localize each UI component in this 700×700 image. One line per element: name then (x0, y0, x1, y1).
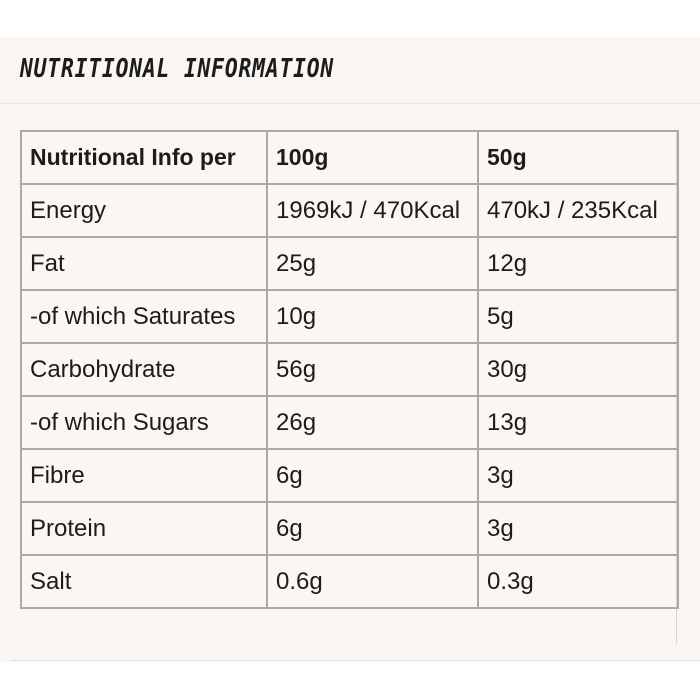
value-per-100g: 6g (266, 448, 479, 503)
table-row: Energy 1969kJ / 470Kcal 470kJ / 235Kcal (20, 183, 679, 238)
table-row: Fat 25g 12g (20, 236, 679, 291)
value-per-50g: 13g (477, 395, 679, 450)
value-per-50g: 3g (477, 448, 679, 503)
nutrient-name: -of which Sugars (20, 395, 268, 450)
nutrient-name: Energy (20, 183, 268, 238)
nutrient-name: Carbohydrate (20, 342, 268, 397)
value-per-100g: 0.6g (266, 554, 479, 609)
header-cell-label: Nutritional Info per (20, 130, 268, 185)
value-per-50g: 470kJ / 235Kcal (477, 183, 679, 238)
table-row: Fibre 6g 3g (20, 448, 679, 503)
bottom-divider (10, 660, 700, 661)
nutrient-name: Fibre (20, 448, 268, 503)
value-per-100g: 56g (266, 342, 479, 397)
table-row: Protein 6g 3g (20, 501, 679, 556)
value-per-100g: 6g (266, 501, 479, 556)
value-per-50g: 3g (477, 501, 679, 556)
heading-divider (0, 103, 700, 104)
table-header-row: Nutritional Info per 100g 50g (20, 130, 679, 185)
nutrition-table: Nutritional Info per 100g 50g Energy 196… (20, 130, 679, 609)
section-heading: NUTRITIONAL INFORMATION (20, 54, 335, 84)
table-row: Salt 0.6g 0.3g (20, 554, 679, 609)
value-per-100g: 10g (266, 289, 479, 344)
value-per-50g: 12g (477, 236, 679, 291)
value-per-100g: 25g (266, 236, 479, 291)
value-per-100g: 26g (266, 395, 479, 450)
table-row: Carbohydrate 56g 30g (20, 342, 679, 397)
value-per-50g: 30g (477, 342, 679, 397)
table-row: -of which Saturates 10g 5g (20, 289, 679, 344)
nutrient-name: Fat (20, 236, 268, 291)
nutrient-name: Salt (20, 554, 268, 609)
header-cell-50g: 50g (477, 130, 679, 185)
table-row: -of which Sugars 26g 13g (20, 395, 679, 450)
nutrient-name: -of which Saturates (20, 289, 268, 344)
nutrient-name: Protein (20, 501, 268, 556)
value-per-100g: 1969kJ / 470Kcal (266, 183, 479, 238)
value-per-50g: 0.3g (477, 554, 679, 609)
value-per-50g: 5g (477, 289, 679, 344)
header-cell-100g: 100g (266, 130, 479, 185)
